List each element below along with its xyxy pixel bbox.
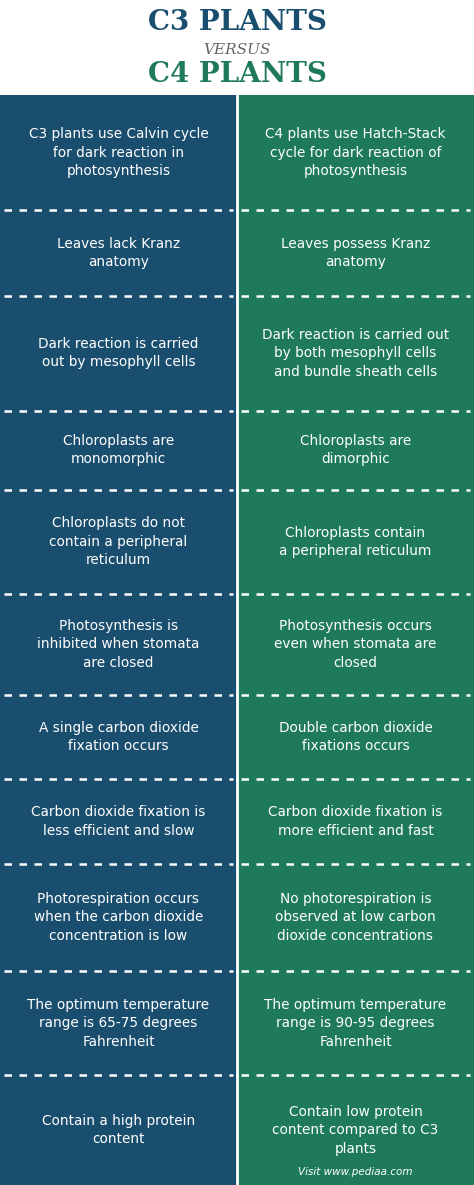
Text: No photorespiration is
observed at low carbon
dioxide concentrations: No photorespiration is observed at low c… [275,892,436,943]
Text: Double carbon dioxide
fixations occurs: Double carbon dioxide fixations occurs [279,720,432,754]
Bar [0,594,237,694]
Bar [237,594,474,694]
Text: The optimum temperature
range is 65-75 degrees
Fahrenheit: The optimum temperature range is 65-75 d… [27,998,210,1049]
Bar [0,780,237,864]
Text: Contain low protein
content compared to C3
plants: Contain low protein content compared to … [273,1104,438,1155]
Bar [237,296,474,411]
Text: Leaves possess Kranz
anatomy: Leaves possess Kranz anatomy [281,237,430,269]
Text: Carbon dioxide fixation is
less efficient and slow: Carbon dioxide fixation is less efficien… [31,806,206,838]
Text: Photosynthesis occurs
even when stomata are
closed: Photosynthesis occurs even when stomata … [274,619,437,670]
Text: A single carbon dioxide
fixation occurs: A single carbon dioxide fixation occurs [38,720,199,754]
Bar [237,411,474,489]
Bar [0,411,237,489]
Text: Carbon dioxide fixation is
more efficient and fast: Carbon dioxide fixation is more efficien… [268,806,443,838]
Bar [237,95,474,210]
Bar [237,972,474,1075]
Text: Leaves lack Kranz
anatomy: Leaves lack Kranz anatomy [57,237,180,269]
Bar [237,780,474,864]
Bar [0,864,237,972]
Bar [237,210,474,296]
Text: VERSUS: VERSUS [203,43,271,57]
Text: Dark reaction is carried out
by both mesophyll cells
and bundle sheath cells: Dark reaction is carried out by both mes… [262,328,449,379]
Text: Dark reaction is carried
out by mesophyll cells: Dark reaction is carried out by mesophyl… [38,337,199,370]
Bar [0,1075,237,1185]
Text: Contain a high protein
content: Contain a high protein content [42,1114,195,1146]
Text: The optimum temperature
range is 90-95 degrees
Fahrenheit: The optimum temperature range is 90-95 d… [264,998,447,1049]
Text: Chloroplasts are
monomorphic: Chloroplasts are monomorphic [63,434,174,467]
Bar [237,489,474,594]
Bar [0,489,237,594]
Bar [0,95,237,210]
Text: Photosynthesis is
inhibited when stomata
are closed: Photosynthesis is inhibited when stomata… [37,619,200,670]
Text: C3 PLANTS: C3 PLANTS [147,8,327,36]
Text: Visit www.pediaa.com: Visit www.pediaa.com [298,1167,413,1177]
Bar [0,296,237,411]
Text: Chloroplasts contain
a peripheral reticulum: Chloroplasts contain a peripheral reticu… [279,526,432,558]
Text: C4 plants use Hatch-Stack
cycle for dark reaction of
photosynthesis: C4 plants use Hatch-Stack cycle for dark… [265,127,446,178]
Text: Chloroplasts are
dimorphic: Chloroplasts are dimorphic [300,434,411,467]
Bar [237,864,474,972]
Bar [237,694,474,780]
Text: C4 PLANTS: C4 PLANTS [147,60,327,88]
Bar [0,972,237,1075]
Text: Chloroplasts do not
contain a peripheral
reticulum: Chloroplasts do not contain a peripheral… [49,517,188,568]
Bar [0,210,237,296]
Bar [237,1075,474,1185]
Text: Photorespiration occurs
when the carbon dioxide
concentration is low: Photorespiration occurs when the carbon … [34,892,203,943]
Text: C3 plants use Calvin cycle
for dark reaction in
photosynthesis: C3 plants use Calvin cycle for dark reac… [28,127,209,178]
Bar [0,694,237,780]
